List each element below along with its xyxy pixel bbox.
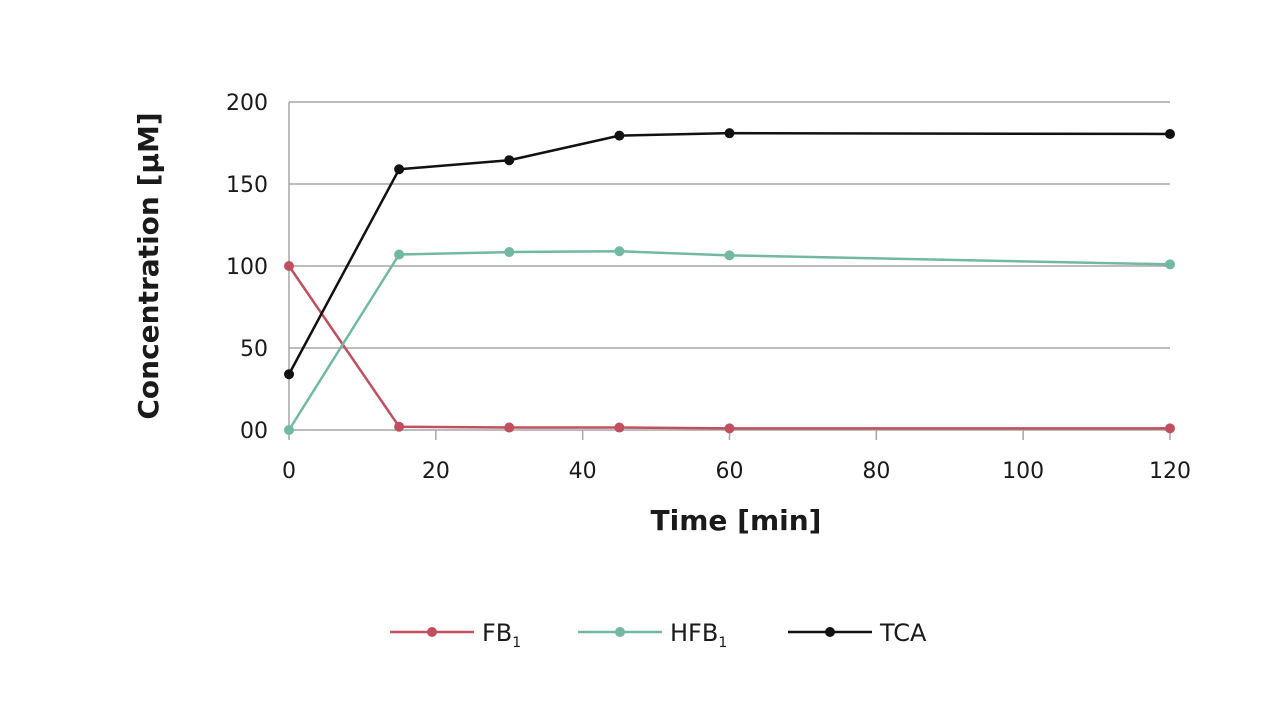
y-tick-label: 00 [240, 419, 268, 444]
data-point-tca [614, 130, 625, 141]
x-axis-ticks: 0 20 40 60 80 100 120 [282, 430, 1191, 484]
x-tick-label: 60 [716, 459, 744, 484]
legend-label-subscript: 1 [718, 635, 727, 651]
data-point-hfb [614, 246, 625, 257]
legend-label-name: HFB [670, 619, 718, 647]
legend: FB1 HFB1 TCA [390, 619, 927, 651]
legend-item-hfb: HFB1 [578, 619, 727, 651]
grid [288, 101, 1170, 431]
data-point-hfb [504, 247, 515, 258]
y-tick-label: 100 [226, 255, 268, 280]
legend-label-name: FB [482, 619, 512, 647]
y-axis-title: Concentration [µM] [132, 112, 165, 419]
data-point-tca [284, 369, 294, 380]
y-tick-label: 50 [240, 337, 268, 362]
data-point-fb [1165, 423, 1175, 434]
y-tick-label: 200 [226, 91, 268, 116]
x-axis-title: Time [min] [651, 504, 822, 537]
series-fb [284, 261, 1175, 434]
x-tick-label: 80 [862, 459, 890, 484]
data-point-tca [394, 164, 405, 175]
x-tick-label: 20 [422, 459, 450, 484]
series-tca [284, 128, 1175, 380]
y-axis-ticks: 00 50 100 150 200 [226, 91, 268, 444]
data-point-fb [724, 423, 735, 434]
series-line-tca [287, 131, 1171, 375]
data-point-tca [1165, 128, 1175, 139]
data-point-tca [724, 128, 735, 139]
data-point-hfb [394, 249, 405, 260]
data-point-hfb [724, 250, 735, 261]
legend-item-fb: FB1 [390, 619, 521, 651]
legend-label-name: TCA [879, 619, 927, 647]
data-point-fb [504, 422, 515, 433]
legend-swatch-marker [615, 627, 625, 637]
data-point-hfb [284, 425, 294, 435]
legend-label-subscript: 1 [512, 635, 521, 651]
data-point-hfb [1165, 259, 1175, 270]
data-point-fb [614, 422, 625, 433]
y-tick-label: 150 [226, 173, 268, 198]
legend-item-tca: TCA [788, 619, 927, 647]
data-point-fb [394, 421, 405, 432]
legend-swatch-marker [427, 627, 437, 637]
x-tick-label: 0 [282, 459, 296, 484]
x-tick-label: 40 [569, 459, 597, 484]
series-hfb [284, 246, 1175, 435]
x-tick-label: 120 [1149, 459, 1191, 484]
series-line-hfb [287, 249, 1171, 431]
x-tick-label: 100 [1002, 459, 1044, 484]
legend-label: FB1 [482, 619, 521, 651]
data-point-tca [504, 155, 515, 166]
data-point-fb [284, 261, 294, 271]
series-group [284, 128, 1175, 435]
legend-swatch-marker [825, 627, 835, 637]
series-line-fb [287, 265, 1170, 430]
legend-label: HFB1 [670, 619, 727, 651]
legend-label: TCA [879, 619, 927, 647]
